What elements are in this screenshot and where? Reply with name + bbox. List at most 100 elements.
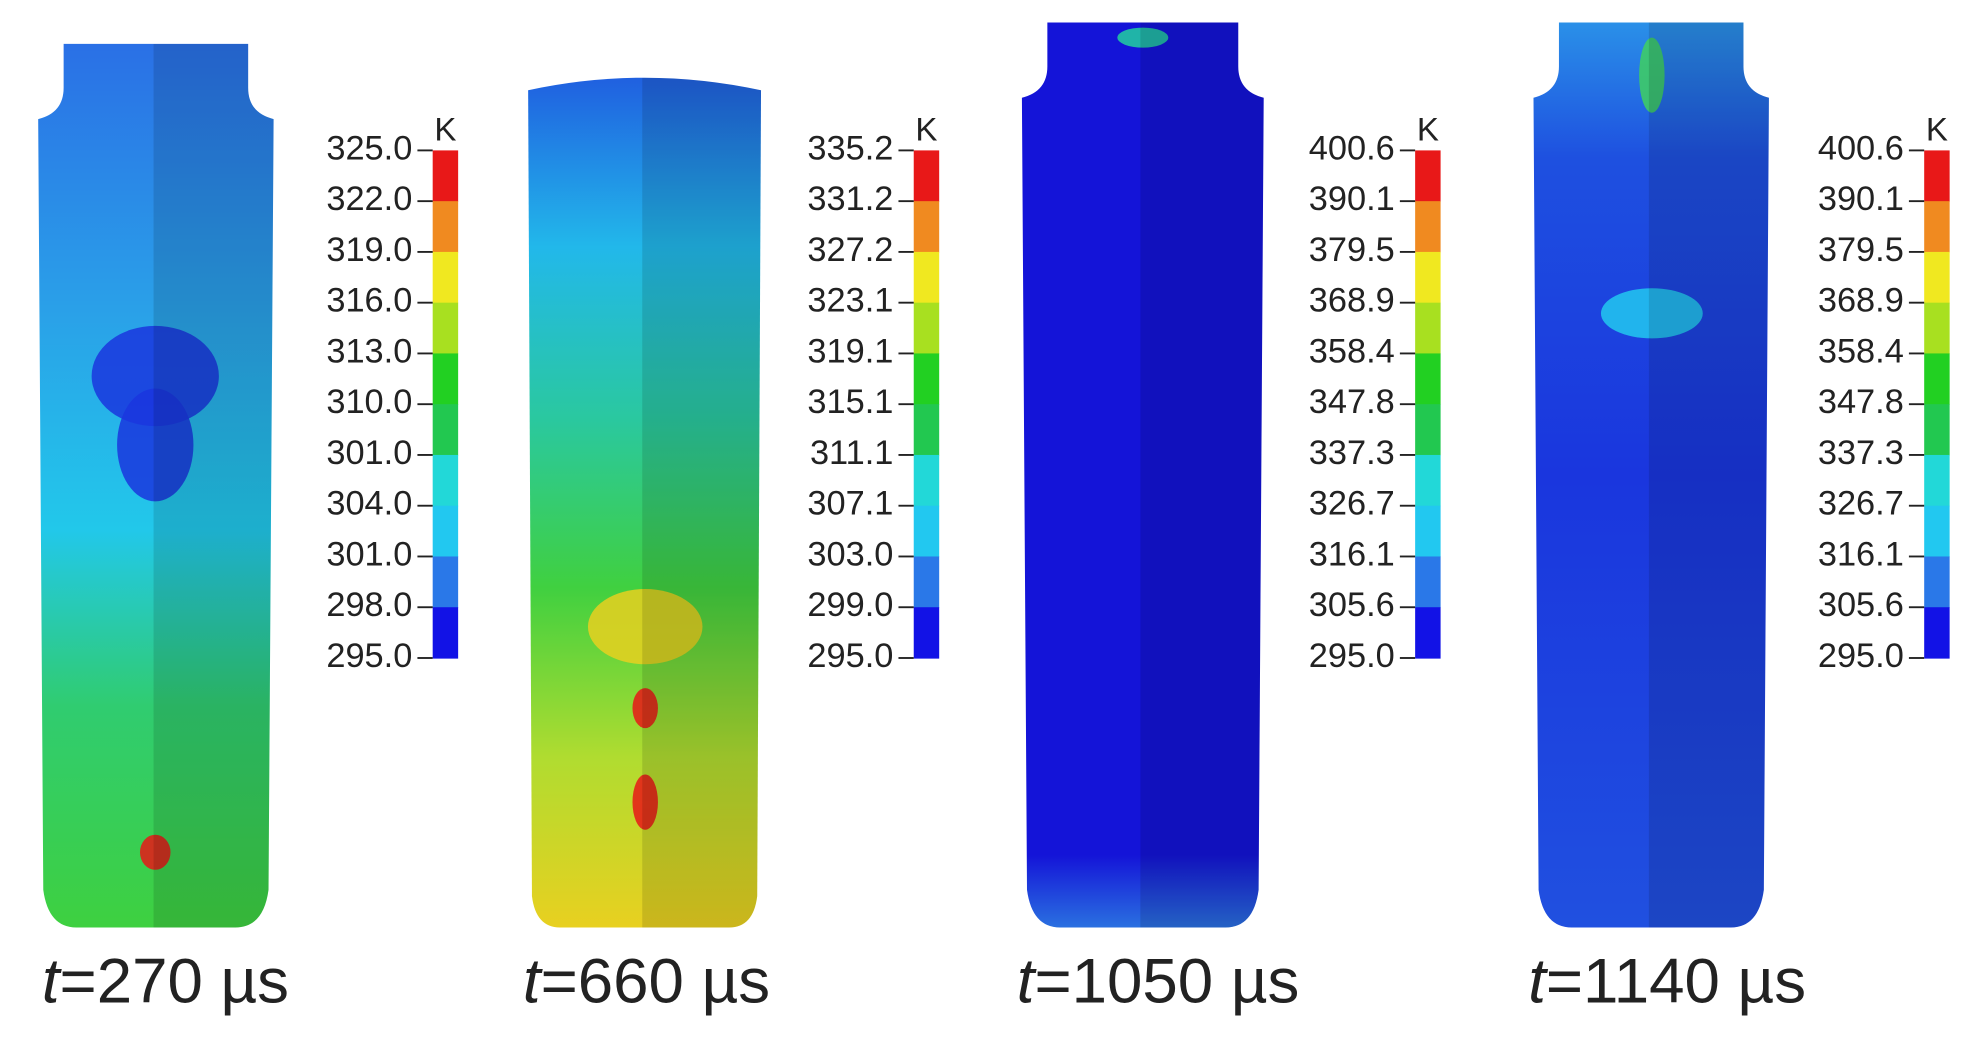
caption-text: =660 µs <box>541 947 770 1016</box>
colorbar-label: 327.2 <box>807 231 893 269</box>
caption-var: t <box>1528 947 1548 1016</box>
shade <box>153 43 274 928</box>
colorbar-label: 305.6 <box>1309 586 1395 624</box>
shade <box>642 77 762 928</box>
caption-var: t <box>42 947 62 1016</box>
colorbar-segment <box>913 251 940 304</box>
colorbar-label: 304.0 <box>326 485 412 523</box>
colorbar-segment <box>1924 251 1950 304</box>
colorbar-label: 301.0 <box>326 536 412 574</box>
caption: t=1140 µs <box>1528 947 1806 1016</box>
colorbar-label: 358.4 <box>1818 333 1904 371</box>
colorbar-segment <box>1415 607 1441 659</box>
colorbar-label: 337.3 <box>1818 434 1904 472</box>
colorbar-label: 400.6 <box>1309 130 1395 168</box>
colorbar-segment <box>432 556 459 608</box>
hotspot <box>139 834 171 870</box>
colorbar-segment <box>432 302 459 355</box>
colorbar-label: 303.0 <box>807 536 893 574</box>
colorbar-label: 295.0 <box>326 637 412 675</box>
colorbar-segment <box>1924 607 1950 659</box>
specimen <box>1021 22 1264 928</box>
colorbar-label: 325.0 <box>326 130 412 168</box>
caption: t=1050 µs <box>1017 947 1300 1016</box>
colorbar-label: 313.0 <box>326 333 412 371</box>
caption-text: =270 µs <box>60 947 289 1016</box>
caption: t=270 µs <box>42 947 289 1016</box>
colorbar-segment <box>913 150 940 202</box>
colorbar-label: 316.1 <box>1309 536 1395 574</box>
colorbar-segment <box>432 201 459 253</box>
colorbar-segment <box>1924 353 1950 405</box>
colorbar-label: 379.5 <box>1818 231 1904 269</box>
shade <box>1140 22 1264 928</box>
caption-var: t <box>523 947 543 1016</box>
colorbar-segment <box>913 607 940 659</box>
colorbar-label: 299.0 <box>807 586 893 624</box>
caption-text: =1050 µs <box>1034 947 1299 1016</box>
colorbar-segment <box>432 353 459 405</box>
colorbar-segment <box>1415 251 1441 304</box>
caption-text: =1140 µs <box>1546 947 1806 1016</box>
colorbar-label: 298.0 <box>326 586 412 624</box>
colorbar-segment <box>432 251 459 304</box>
colorbar-segment <box>1415 201 1441 253</box>
colorbar-segment <box>432 454 459 507</box>
specimen <box>528 77 762 928</box>
colorbar-segment <box>1415 302 1441 355</box>
colorbar-label: 307.1 <box>807 485 893 523</box>
colorbar-segment <box>1415 556 1441 608</box>
colorbar-segment <box>913 404 940 456</box>
colorbar-label: 335.2 <box>807 130 893 168</box>
colorbar-unit: K <box>1417 111 1439 148</box>
colorbar-unit: K <box>434 111 456 148</box>
hotspot <box>587 589 703 665</box>
colorbar-segment <box>1415 454 1441 507</box>
colorbar-label: 347.8 <box>1309 383 1395 421</box>
colorbar-label: 323.1 <box>807 282 893 320</box>
colorbar-label: 368.9 <box>1309 282 1395 320</box>
hotspot <box>1600 288 1703 339</box>
caption-var: t <box>1017 947 1037 1016</box>
colorbar-segment <box>1415 505 1441 558</box>
colorbar-segment <box>432 607 459 659</box>
colorbar-segment <box>913 454 940 507</box>
colorbar-segment <box>913 556 940 608</box>
colorbar-segment <box>1415 150 1441 202</box>
colorbar-label: 301.0 <box>326 434 412 472</box>
colorbar-label: 295.0 <box>807 637 893 675</box>
colorbar-segment <box>432 404 459 456</box>
colorbar-segment <box>913 353 940 405</box>
hotspot <box>632 774 658 830</box>
colorbar-label: 326.7 <box>1309 485 1395 523</box>
hotspot <box>1117 27 1169 48</box>
colorbar-segment <box>1924 505 1950 558</box>
shade <box>1648 22 1769 928</box>
colorbar-segment <box>432 505 459 558</box>
hotspot <box>632 688 658 729</box>
colorbar-segment <box>1415 404 1441 456</box>
colorbar-label: 316.0 <box>326 282 412 320</box>
colorbar-label: 326.7 <box>1818 485 1904 523</box>
colorbar-label: 295.0 <box>1309 637 1395 675</box>
colorbar-label: 390.1 <box>1309 180 1395 218</box>
colorbar-label: 319.0 <box>326 231 412 269</box>
colorbar-label: 305.6 <box>1818 586 1904 624</box>
colorbar-label: 390.1 <box>1818 180 1904 218</box>
colorbar-label: 331.2 <box>807 180 893 218</box>
colorbar-segment <box>1415 353 1441 405</box>
colorbar-label: 319.1 <box>807 333 893 371</box>
colorbar-label: 337.3 <box>1309 434 1395 472</box>
colorbar-label: 368.9 <box>1818 282 1904 320</box>
colorbar-segment <box>913 302 940 355</box>
colorbar-segment <box>1924 150 1950 202</box>
colorbar-label: 400.6 <box>1818 130 1904 168</box>
colorbar-label: 315.1 <box>807 383 893 421</box>
colorbar-segment <box>913 201 940 253</box>
colorbar-label: 311.1 <box>810 434 893 472</box>
specimen <box>1533 22 1769 928</box>
caption: t=660 µs <box>523 947 770 1016</box>
colorbar-label: 379.5 <box>1309 231 1395 269</box>
colorbar-unit: K <box>915 111 937 148</box>
